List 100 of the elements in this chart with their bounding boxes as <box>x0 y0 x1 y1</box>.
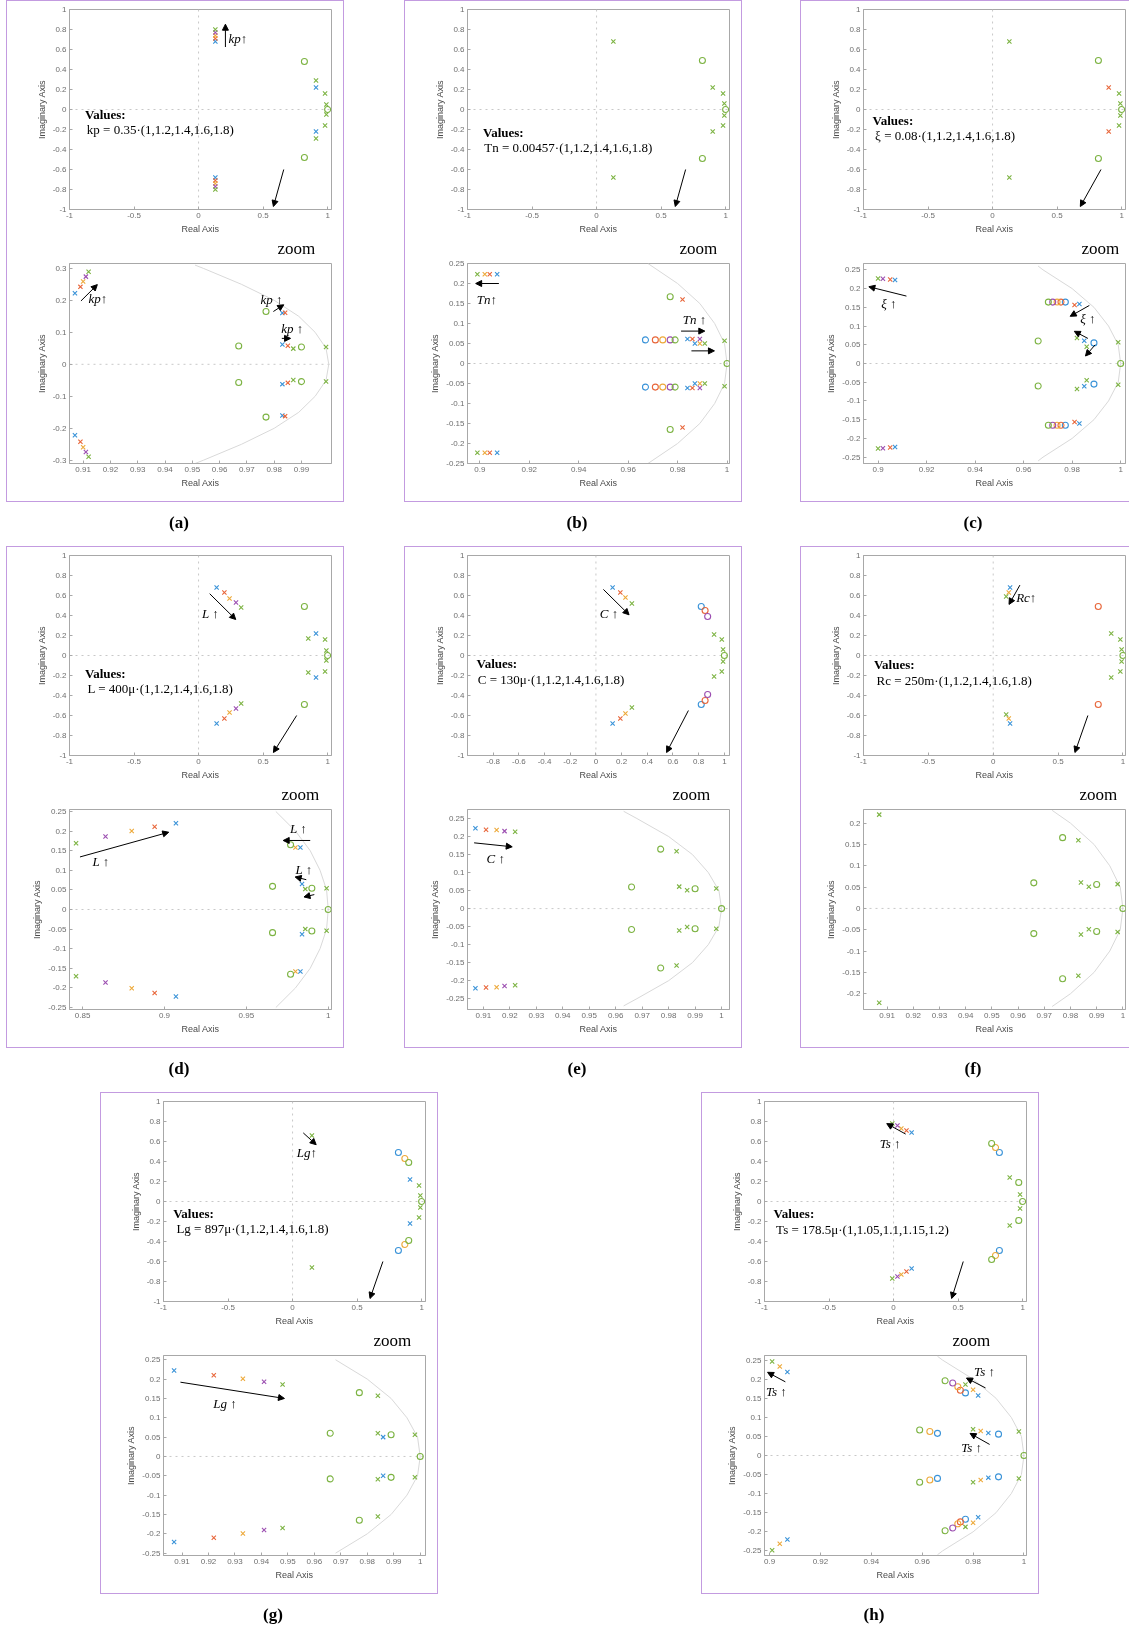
annotation: kp↑ <box>88 291 108 307</box>
y-tick-label: 0.2 <box>453 85 466 94</box>
y-tick-label: 0.2 <box>849 818 862 828</box>
x-tick-label: 0.94 <box>253 1556 270 1566</box>
x-tick-label: 0.9 <box>872 464 885 474</box>
text: (e) <box>567 1058 587 1080</box>
x-axis-title: Real Axis <box>876 1569 915 1580</box>
x-tick-label: 1 <box>1118 464 1124 474</box>
y-tick-label: 0.15 <box>50 846 68 856</box>
y-tick-label: 0.6 <box>453 45 466 54</box>
y-tick-label: 0.15 <box>144 1393 162 1403</box>
y-tick-label: 0.1 <box>149 1413 162 1423</box>
x-tick-label: 0.99 <box>293 464 310 474</box>
y-tick-label: -0.2 <box>846 125 862 134</box>
x-tick-label: 0.5 <box>655 210 668 220</box>
x-tick-label: 0 <box>594 210 600 220</box>
annotation: Ts ↑ <box>961 1439 982 1455</box>
text: zoom <box>952 1330 991 1350</box>
y-tick-label: -0.4 <box>52 145 68 154</box>
y-tick-label: 0.8 <box>453 571 466 580</box>
x-axis-title: Real Axis <box>579 223 618 234</box>
y-tick-label: 0.2 <box>849 85 862 94</box>
x-tick-label: 1 <box>419 1302 425 1312</box>
y-tick-label: -0.15 <box>842 415 862 425</box>
annotation: Lg = 897μ·(1,1.2,1.4,1.6,1.8) <box>176 1221 329 1236</box>
x-tick-label: 0.94 <box>967 464 984 474</box>
y-tick-label: 0.2 <box>55 826 68 836</box>
annotation: C ↑ <box>486 850 505 866</box>
y-tick-label: -0.1 <box>846 396 862 406</box>
y-tick-label: 0.25 <box>50 806 68 816</box>
y-tick-label: -0.2 <box>52 983 68 993</box>
y-tick-label: 0.4 <box>55 611 68 620</box>
x-tick-label: 0.98 <box>669 464 686 474</box>
y-tick-label: 0.1 <box>453 868 466 878</box>
annotation: kp ↑ <box>281 321 304 337</box>
y-tick-label: 0.15 <box>448 299 466 308</box>
y-tick-label: -0.2 <box>52 423 68 433</box>
x-tick-label: 0.95 <box>581 1010 598 1020</box>
x-axis-title: Real Axis <box>579 1023 618 1034</box>
y-tick-label: -0.4 <box>846 145 862 154</box>
x-tick-label: 0.99 <box>687 1010 704 1020</box>
x-tick-label: 1 <box>723 210 729 220</box>
y-tick-label: -0.15 <box>743 1508 763 1518</box>
y-tick-label: -0.2 <box>52 671 68 680</box>
text: zoom <box>679 238 718 258</box>
y-tick-label: -0.2 <box>846 989 862 999</box>
y-tick-label: 0.25 <box>745 1355 763 1365</box>
y-axis-title: Imaginary Axis <box>430 879 441 940</box>
x-tick-label: 1 <box>719 1010 725 1020</box>
annotation: Rc↑ <box>1015 590 1037 605</box>
y-tick-label: -0.2 <box>450 976 466 986</box>
y-tick-label: 0 <box>460 359 466 368</box>
x-tick-label: 1 <box>1119 210 1125 220</box>
x-tick-label: 0.92 <box>905 1010 922 1020</box>
y-tick-label: -0.1 <box>52 944 68 954</box>
y-tick-label: 0 <box>757 1451 763 1460</box>
x-axis-title: Real Axis <box>975 769 1014 780</box>
x-tick-label: 0.96 <box>607 1010 625 1020</box>
text: (g) <box>263 1604 283 1626</box>
y-tick-label: 0.8 <box>55 25 68 34</box>
y-tick-label: 0.05 <box>844 882 862 892</box>
y-tick-label: 0 <box>460 105 466 114</box>
y-tick-label: 0 <box>156 1451 162 1461</box>
y-tick-label: 0.2 <box>750 1374 763 1384</box>
x-tick-label: 0 <box>196 210 202 220</box>
y-tick-label: -0.1 <box>747 1489 763 1499</box>
y-tick-label: -0.8 <box>846 731 862 740</box>
x-tick-label: 0.5 <box>351 1302 364 1312</box>
x-tick-label: 0.92 <box>502 1010 519 1020</box>
y-axis-title: Imaginary Axis <box>731 1171 742 1232</box>
text: zoom <box>1079 784 1118 804</box>
y-tick-label: 0.6 <box>149 1137 162 1146</box>
x-tick-label: 0.95 <box>984 1010 1001 1020</box>
text: zoom <box>373 1330 412 1350</box>
x-tick-label: 1 <box>724 464 730 474</box>
x-tick-label: -0.8 <box>486 756 501 766</box>
x-tick-label: 0.98 <box>359 1556 376 1566</box>
y-axis-title: Imaginary Axis <box>32 879 43 940</box>
x-tick-label: 0.99 <box>385 1556 403 1566</box>
y-tick-label: -0.05 <box>446 379 466 388</box>
y-axis-title: Imaginary Axis <box>434 625 445 686</box>
y-tick-label: -0.1 <box>450 940 466 950</box>
y-tick-label: 0.8 <box>849 25 862 34</box>
x-tick-label: 0.96 <box>306 1556 323 1566</box>
y-axis-title: Imaginary Axis <box>36 625 47 686</box>
y-tick-label: 0 <box>856 359 862 368</box>
y-tick-label: 0.2 <box>849 284 862 294</box>
x-tick-label: 0.92 <box>200 1556 217 1566</box>
y-tick-label: 0.4 <box>55 65 68 74</box>
y-tick-label: 1 <box>856 5 862 14</box>
x-tick-label: 0.9 <box>764 1556 776 1566</box>
annotation: Lg ↑ <box>212 1396 237 1412</box>
x-tick-label: 0.94 <box>157 464 174 474</box>
x-tick-label: 0.96 <box>1010 1010 1027 1020</box>
annotation: Tn = 0.00457·(1,1.2,1.4,1.6,1.8) <box>484 139 653 155</box>
x-tick-label: 0.98 <box>266 464 283 474</box>
y-tick-label: 1 <box>856 551 862 560</box>
y-tick-label: -0.6 <box>450 711 466 720</box>
y-tick-label: -0.05 <box>446 922 466 932</box>
y-tick-label: -0.4 <box>146 1237 162 1246</box>
